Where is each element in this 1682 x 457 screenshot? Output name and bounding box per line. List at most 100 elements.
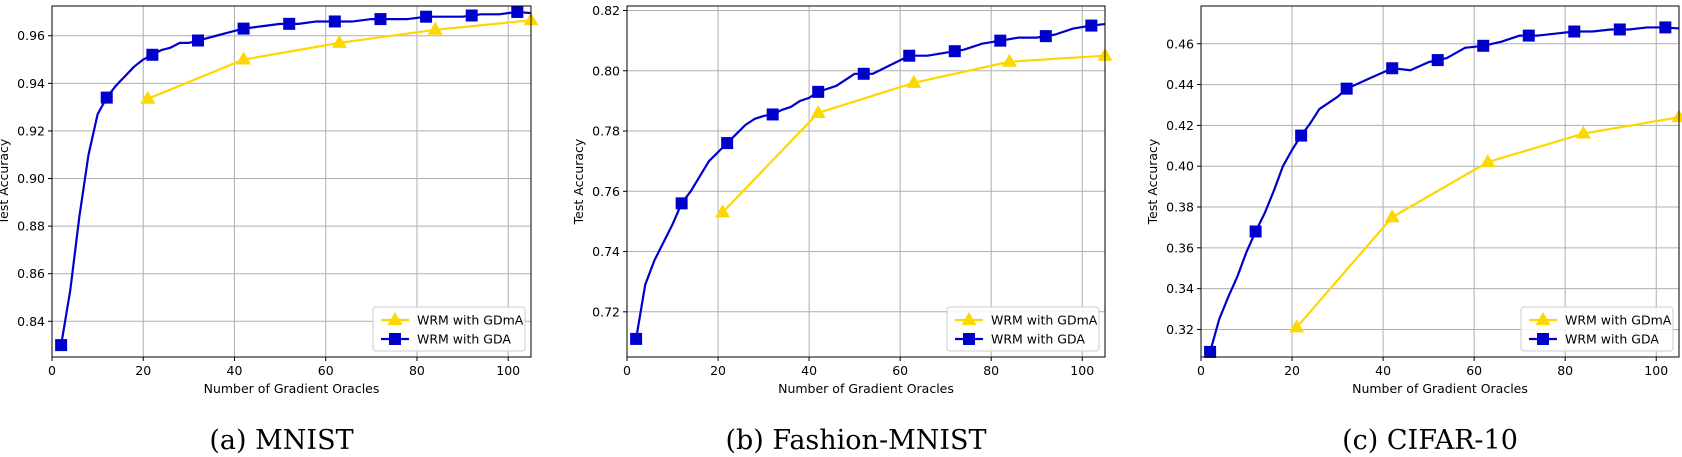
data-point-square [1204, 345, 1217, 358]
data-point-square [1249, 225, 1262, 238]
data-point-square [675, 197, 688, 210]
data-point-square [948, 45, 961, 58]
x-tick-label: 80 [409, 363, 425, 378]
data-point-square [55, 339, 68, 352]
data-point-square [1659, 21, 1672, 34]
data-point-triangle [1480, 154, 1496, 168]
panel-caption: (a) MNIST [209, 425, 353, 456]
x-tick-label: 40 [801, 363, 817, 378]
markers [55, 5, 539, 352]
x-tick-label: 100 [1644, 363, 1668, 378]
data-point-square [1431, 54, 1444, 67]
y-axis-label: Test Accuracy [571, 138, 586, 225]
data-point-triangle [1384, 209, 1400, 223]
y-tick-label: 0.36 [1166, 240, 1194, 255]
legend-square-marker [389, 333, 401, 345]
series-line-gdma [147, 19, 531, 100]
x-tick-label: 60 [318, 363, 334, 378]
panel-caption: (c) CIFAR-10 [1342, 425, 1518, 456]
x-tick-label: 20 [135, 363, 151, 378]
y-tick-label: 0.80 [592, 63, 620, 78]
y-tick-label: 0.76 [592, 184, 620, 199]
x-tick-label: 0 [1197, 363, 1205, 378]
x-tick-label: 100 [1070, 363, 1094, 378]
data-point-square [903, 49, 916, 62]
legend-label: WRM with GDA [1565, 332, 1659, 347]
data-point-square [1477, 39, 1490, 52]
data-point-triangle [427, 21, 443, 35]
y-tick-label: 0.74 [592, 244, 620, 259]
data-point-square [511, 5, 524, 18]
data-point-square [994, 34, 1007, 47]
y-tick-label: 0.42 [1166, 118, 1194, 133]
y-tick-label: 0.94 [17, 76, 45, 91]
x-tick-label: 80 [983, 363, 999, 378]
y-tick-label: 0.90 [17, 171, 45, 186]
data-point-square [146, 48, 159, 61]
chart-panel-3: 0 20 40 60 80 100 0.32 0.34 0.36 0.38 0.40 0.42 0.44… [1145, 5, 1682, 456]
y-axis-label: Test Accuracy [0, 138, 11, 225]
data-point-square [1522, 29, 1535, 42]
x-tick-label: 60 [1466, 363, 1482, 378]
legend: WRM with GDmA WRM with GDA [1520, 306, 1674, 352]
data-point-square [857, 67, 870, 80]
data-point-square [1295, 129, 1308, 142]
plot-area [1209, 26, 1679, 353]
legend-box [946, 306, 1100, 352]
data-point-triangle [810, 104, 826, 118]
x-tick-label: 40 [227, 363, 243, 378]
data-point-square [1340, 82, 1353, 95]
x-tick-label: 20 [1284, 363, 1300, 378]
data-point-square [766, 108, 779, 121]
y-tick-label: 0.40 [1166, 159, 1194, 174]
x-tick-label: 60 [892, 363, 908, 378]
legend-triangle-marker [961, 312, 977, 325]
grid [626, 6, 1105, 357]
series-line-gda [635, 22, 1105, 340]
legend-square-marker [1537, 333, 1549, 345]
legend-square-marker [963, 333, 975, 345]
legend-box [372, 306, 526, 352]
data-point-triangle [1289, 319, 1305, 333]
data-point-square [374, 13, 387, 26]
data-point-square [237, 22, 250, 35]
grid [51, 6, 531, 357]
legend-label: WRM with GDA [417, 332, 511, 347]
y-tick-label: 0.88 [17, 219, 45, 234]
x-tick-label: 80 [1557, 363, 1573, 378]
legend: WRM with GDmA WRM with GDA [946, 306, 1100, 352]
y-tick-label: 0.34 [1166, 281, 1194, 296]
data-point-triangle [1001, 53, 1017, 67]
plot-area [635, 22, 1105, 340]
y-tick-label: 0.78 [592, 124, 620, 139]
panel-caption: (b) Fashion-MNIST [725, 425, 986, 456]
data-point-square [1085, 19, 1098, 32]
chart-panel-2: 0 20 40 60 80 100 0.72 0.74 0.76 0.78 0.80 0.82 Numb… [571, 3, 1113, 456]
data-point-triangle [331, 34, 347, 48]
data-point-triangle [236, 51, 252, 65]
legend-triangle-marker [387, 312, 403, 325]
x-tick-label: 0 [623, 363, 631, 378]
legend-triangle-marker [1535, 312, 1551, 325]
y-tick-label: 0.44 [1166, 77, 1194, 92]
y-tick-label: 0.82 [592, 3, 620, 18]
data-point-square [465, 9, 478, 22]
chart-panel-1: 0 20 40 60 80 100 0.84 0.86 0.88 0.90 0.92 0.94 0.96… [0, 5, 539, 456]
y-tick-label: 0.72 [592, 304, 620, 319]
grid [1200, 6, 1679, 357]
data-point-square [283, 17, 296, 30]
y-tick-label: 0.96 [17, 28, 45, 43]
y-tick-label: 0.92 [17, 123, 45, 138]
data-point-square [1039, 30, 1052, 43]
data-point-triangle [140, 90, 156, 104]
y-axis-label: Test Accuracy [1145, 138, 1160, 225]
data-point-square [1568, 25, 1581, 38]
x-tick-label: 100 [496, 363, 520, 378]
data-point-square [420, 10, 433, 23]
y-tick-label: 0.84 [17, 314, 45, 329]
data-point-square [721, 137, 734, 150]
x-axis-label: Number of Gradient Oracles [204, 381, 380, 396]
x-tick-label: 0 [48, 363, 56, 378]
data-point-square [100, 91, 113, 104]
axes-frame [626, 5, 1106, 358]
